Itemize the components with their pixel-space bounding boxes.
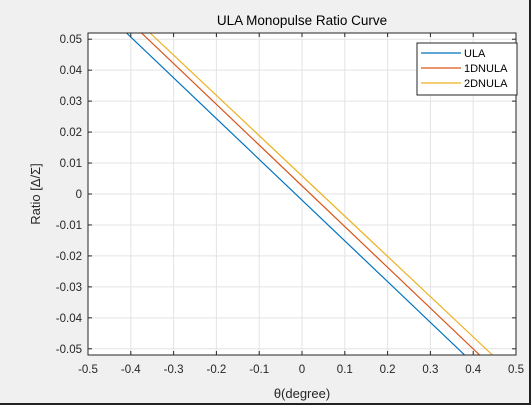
- legend-label-ula: ULA: [464, 48, 486, 60]
- y-tick-label: 0.03: [60, 96, 82, 108]
- series-line-ula: [126, 33, 466, 355]
- x-tick-label: 0.2: [380, 364, 396, 376]
- y-axis-label: Ratio [Δ/Σ]: [28, 163, 43, 225]
- x-tick-label: -0.5: [78, 364, 98, 376]
- legend: ULA 1DNULA 2DNULA: [416, 42, 518, 96]
- x-tick-label: -0.3: [164, 364, 184, 376]
- y-tick-label: 0.04: [60, 65, 83, 77]
- y-tick-label: 0: [76, 189, 82, 201]
- y-tick-label: 0.05: [60, 34, 82, 46]
- y-tick-label: -0.03: [56, 282, 82, 294]
- y-tick-label: -0.04: [56, 313, 83, 325]
- x-tick-label: 0.5: [508, 364, 524, 376]
- legend-box: [416, 42, 518, 96]
- y-tick-label: -0.01: [56, 220, 82, 232]
- x-tick-label: 0.3: [422, 364, 438, 376]
- legend-label-1dnula: 1DNULA: [464, 63, 508, 75]
- x-tick-label: -0.1: [249, 364, 269, 376]
- x-tick-label: 0.1: [337, 364, 353, 376]
- x-tick-label: 0.4: [465, 364, 482, 376]
- chart-title: ULA Monopulse Ratio Curve: [217, 13, 387, 28]
- y-tick-label: 0.01: [60, 158, 82, 170]
- x-axis-label: θ(degree): [274, 386, 330, 401]
- y-tick-label: -0.02: [56, 251, 82, 263]
- x-tick-label: -0.2: [206, 364, 226, 376]
- y-tick-label: -0.05: [56, 344, 82, 356]
- legend-label-2dnula: 2DNULA: [464, 78, 508, 90]
- x-axis-ticks: -0.5 -0.4 -0.3 -0.2 -0.1 0 0.1 0.2 0.3 0.4 0.5: [78, 33, 524, 376]
- y-tick-label: 0.02: [60, 127, 82, 139]
- y-axis-ticks: 0.05 0.04 0.03 0.02 0.01 0 -0.01 -0.02 -0.03 -0.0…: [56, 34, 516, 356]
- series-line-2dnula: [149, 33, 493, 355]
- x-tick-label: 0: [299, 364, 305, 376]
- series-line-1dnula: [141, 33, 481, 355]
- series-lines: [126, 33, 493, 355]
- x-tick-label: -0.4: [121, 364, 141, 376]
